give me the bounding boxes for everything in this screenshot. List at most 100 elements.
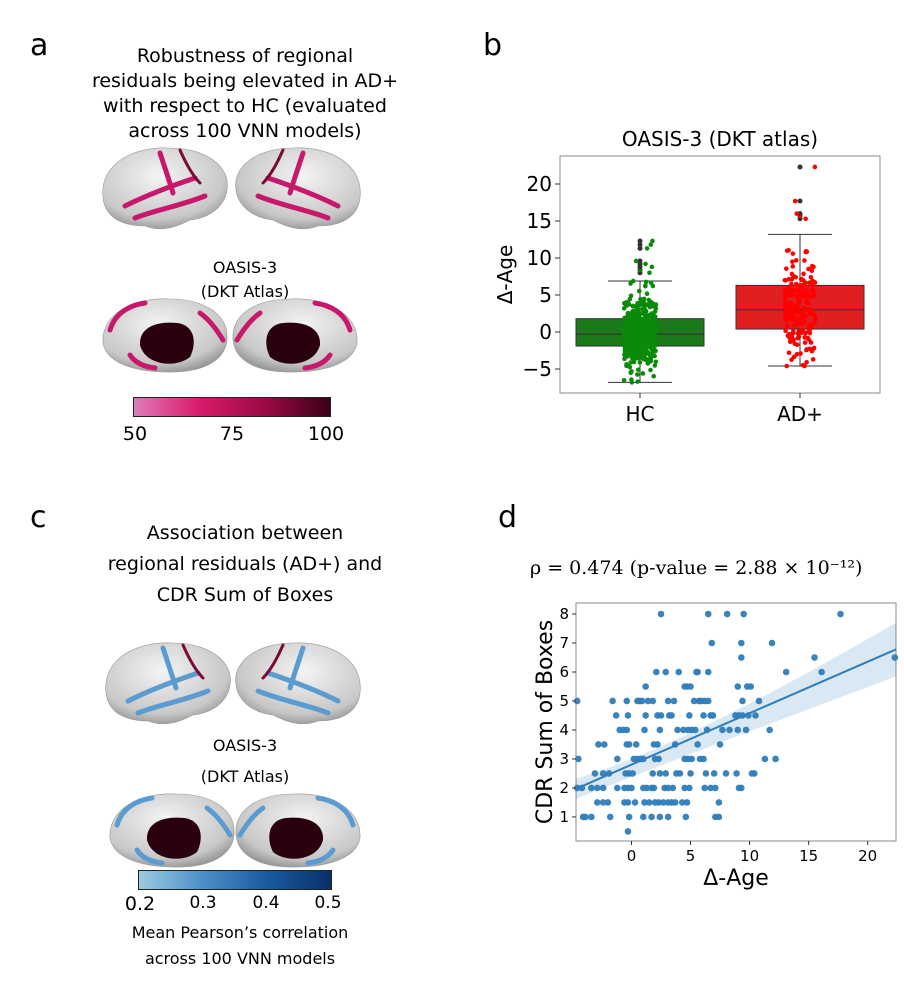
data-point [799,277,805,282]
data-point [640,371,646,376]
data-point [641,339,647,344]
data-point [643,283,648,289]
data-point [704,610,712,618]
data-point [803,216,808,222]
data-point [627,352,632,358]
data-point [625,813,633,821]
data-point [671,799,679,806]
highlighted-region [157,150,176,196]
data-point [644,697,652,705]
data-point [662,770,670,777]
data-point [670,697,678,705]
y-tick-label: 7 [559,634,569,652]
data-point [791,322,797,328]
data-point [595,741,602,748]
data-point [801,271,806,277]
data-point [629,770,636,777]
y-tick-label: 5 [539,283,552,307]
data-point [644,291,650,297]
panel-a-dataset: OASIS-3 (DKT Atlas) [140,256,350,304]
caption-line: Mean Pearson’s correlation [131,923,349,942]
x-tick-label: 20 [858,847,877,865]
data-point [688,755,696,763]
data-point [786,285,791,290]
data-point [635,356,640,361]
data-point [638,697,646,705]
data-point [626,340,632,346]
data-point [738,784,745,792]
data-point [690,697,698,705]
data-point [642,683,649,690]
data-point [648,813,655,821]
data-point [808,340,814,345]
data-point [650,320,656,325]
data-point [783,266,789,271]
highlighted-region [287,150,306,196]
x-tick-label: 0 [627,847,637,865]
data-point [798,330,804,336]
data-point [647,345,653,350]
data-point [643,316,649,322]
y-tick-label: 2 [559,779,569,797]
brain-c-left-lateral [105,642,231,725]
medial-wall [269,817,324,859]
data-point [804,359,809,365]
colorbar-c-caption: Mean Pearson’s correlation across 100 VN… [110,920,370,972]
data-point [632,343,638,349]
data-point [810,293,815,299]
data-point [715,799,723,806]
data-point [707,784,714,792]
data-point [633,258,639,264]
data-point [802,319,807,324]
data-point [786,350,792,356]
data-point [593,799,601,806]
data-point [652,668,660,676]
data-point [633,304,638,309]
y-tick-label: 3 [559,750,569,768]
data-point [646,327,652,333]
data-point [651,373,656,379]
data-point [808,274,814,280]
data-point [644,246,650,251]
data-point [573,697,581,705]
panel-a-label: a [30,28,49,63]
data-point [812,164,818,170]
data-point [638,329,644,334]
data-point [802,331,808,336]
data-point [704,668,712,676]
data-point [701,784,709,792]
data-point [655,799,662,806]
highlighted-region [134,847,165,866]
x-tick-label: 15 [799,847,818,865]
chart-title: OASIS-3 (DKT atlas) [622,127,818,151]
data-point [803,248,809,254]
data-point [719,726,726,734]
data-point [782,277,788,283]
data-point [644,351,650,356]
brain-a-left-lateral [102,147,228,230]
highlighted-region [107,300,148,333]
y-tick-label: 8 [559,605,569,623]
data-point [799,311,804,317]
data-point [609,697,616,705]
outlier [637,238,643,244]
data-point [635,340,641,345]
data-point [811,264,816,270]
data-point [810,357,816,362]
data-point [645,799,653,806]
data-point [681,784,688,792]
data-point [656,726,664,734]
highlighted-region [197,310,226,343]
data-point [710,770,718,777]
data-point [640,813,647,821]
data-point [591,770,599,777]
data-point [687,683,694,690]
highlighted-region [204,805,233,838]
data-point [652,314,658,319]
y-tick-label: 4 [559,721,569,739]
data-point [641,799,648,806]
data-point [783,328,788,334]
data-point [624,347,630,353]
data-point [599,799,607,806]
